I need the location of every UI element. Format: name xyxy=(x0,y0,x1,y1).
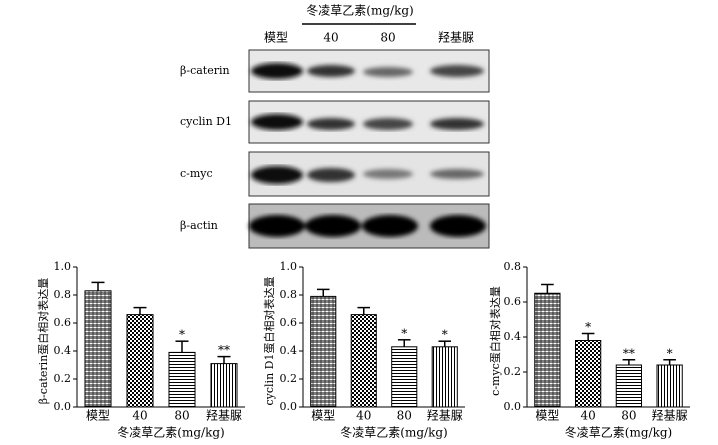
y-tick-label: 0.2 xyxy=(54,372,72,385)
blot-row xyxy=(248,100,490,144)
blot-row xyxy=(248,49,490,93)
y-tick-label: 0.6 xyxy=(280,316,298,329)
significance: * xyxy=(667,346,673,360)
significance: ** xyxy=(218,343,230,357)
significance: ** xyxy=(623,346,635,360)
y-tick-label: 0.2 xyxy=(504,365,522,378)
lane-label: 80 xyxy=(380,31,395,45)
y-tick-label: 0.6 xyxy=(504,295,522,308)
x-axis-label: 冬凌草乙素(mg/kg) xyxy=(117,425,224,440)
x-tick-label: 80 xyxy=(621,409,636,423)
row-label: cyclin D1 xyxy=(180,115,232,128)
x-tick-label: 40 xyxy=(580,409,595,423)
x-tick-label: 羟基脲 xyxy=(427,408,463,423)
row-label: β-caterin xyxy=(180,64,230,77)
significance: * xyxy=(401,326,407,340)
lane-label: 40 xyxy=(323,31,338,45)
y-tick-label: 0.0 xyxy=(504,400,522,413)
y-tick-label: 0.4 xyxy=(54,344,72,357)
y-tick-label: 0.0 xyxy=(280,400,298,413)
y-tick-label: 0.8 xyxy=(504,260,522,273)
y-tick-label: 0.4 xyxy=(280,344,298,357)
x-axis-label: 冬凌草乙素(mg/kg) xyxy=(565,425,672,440)
y-axis-label: cyclin D1蛋白相对表达量 xyxy=(262,277,276,406)
x-tick-label: 模型 xyxy=(86,409,110,423)
x-tick-label: 羟基脲 xyxy=(652,408,688,423)
x-tick-label: 80 xyxy=(397,409,412,423)
bar xyxy=(350,314,377,408)
bar xyxy=(431,346,458,408)
y-tick-label: 0.8 xyxy=(280,288,298,301)
blot-row xyxy=(248,203,490,249)
bar xyxy=(391,346,418,408)
bar xyxy=(126,314,154,408)
lane-label: 羟基脲 xyxy=(438,30,474,45)
y-tick-label: 0.2 xyxy=(280,372,298,385)
bar xyxy=(656,364,683,408)
bar xyxy=(310,295,337,408)
x-tick-label: 模型 xyxy=(535,409,559,423)
x-tick-label: 模型 xyxy=(311,409,335,423)
row-label: c-myc xyxy=(180,167,213,180)
y-tick-label: 1.0 xyxy=(280,260,298,273)
x-axis-label: 冬凌草乙素(mg/kg) xyxy=(340,425,447,440)
x-tick-label: 羟基脲 xyxy=(206,408,242,423)
y-tick-label: 0.6 xyxy=(54,316,72,329)
y-axis-label: β-caterin蛋白相对表达量 xyxy=(36,278,50,405)
y-tick-label: 0.0 xyxy=(54,400,72,413)
row-label: β-actin xyxy=(180,219,218,232)
lane-label: 模型 xyxy=(264,31,288,45)
western-blot: 冬凌草乙素(mg/kg) 模型 40 80 羟基脲 β-caterin cycl… xyxy=(180,3,490,249)
significance: * xyxy=(585,320,591,334)
x-tick-label: 40 xyxy=(132,409,147,423)
y-tick-label: 1.0 xyxy=(54,260,72,273)
bar xyxy=(534,292,561,408)
bar xyxy=(168,351,196,408)
y-axis-label: c-myc蛋白相对表达量 xyxy=(488,286,502,396)
y-tick-label: 0.4 xyxy=(504,330,522,343)
x-tick-label: 40 xyxy=(356,409,371,423)
bar xyxy=(574,340,602,408)
significance: * xyxy=(442,328,448,342)
significance: * xyxy=(179,328,185,342)
y-tick-label: 0.8 xyxy=(54,288,72,301)
blot-row xyxy=(248,151,490,197)
bar xyxy=(210,363,238,408)
group-label: 冬凌草乙素(mg/kg) xyxy=(306,3,413,18)
bar xyxy=(615,364,643,408)
bar xyxy=(84,290,112,408)
x-tick-label: 80 xyxy=(174,409,189,423)
